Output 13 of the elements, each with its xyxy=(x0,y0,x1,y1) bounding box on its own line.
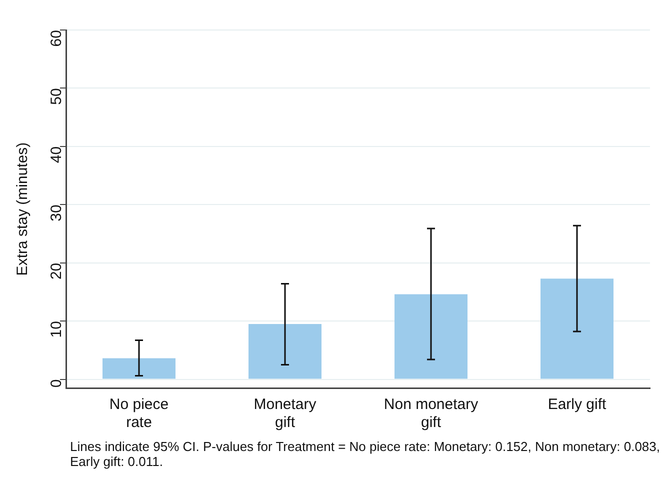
y-tick-label: 60 xyxy=(48,30,66,47)
x-tick-label: Early gift xyxy=(548,396,608,414)
y-tick-label: 50 xyxy=(48,88,66,105)
x-tick-label: No piece rate xyxy=(109,396,169,432)
y-axis-title: Extra stay (minutes) xyxy=(14,142,32,276)
x-tick-label: Monetary gift xyxy=(254,396,317,432)
y-tick-label: 40 xyxy=(48,146,66,164)
y-tick-label: 20 xyxy=(48,262,66,280)
x-tick-label: Non monetary gift xyxy=(384,396,479,432)
y-tick-label: 30 xyxy=(48,204,66,222)
y-tick-label: 0 xyxy=(48,379,66,388)
y-tick-label: 10 xyxy=(48,321,66,338)
text: Lines indicate 95% CI. P-values for Treatment = No piece rate: Monetary: 0.152, Non monetary: 0.083, Early gift: 0.011. xyxy=(70,439,660,469)
